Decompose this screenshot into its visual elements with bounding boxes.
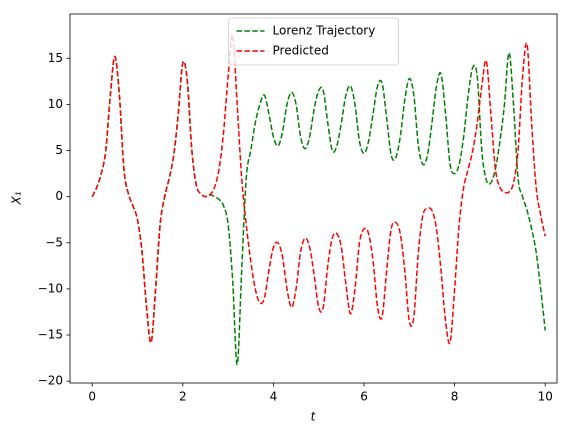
y-tick-label: 5 [55,143,63,157]
line [91,51,546,366]
legend-frame [228,17,399,66]
x-tick-label: 10 [538,390,553,404]
legend-label: Lorenz Trajectory [273,24,376,38]
x-tick-label: 0 [88,390,96,404]
y-axis-label: X₁ [10,191,24,205]
y-tick-label: 0 [55,189,63,203]
axes-frame [69,13,558,384]
y-tick-label: −15 [38,328,63,342]
x-tick-label: 8 [451,390,459,404]
x-tick-label: 2 [179,390,187,404]
y-tick-label: −20 [38,374,63,388]
x-axis-label: t [311,410,317,424]
y-tick-label: −10 [38,281,63,295]
y-tick-label: 10 [48,97,63,111]
y-tick-label: 15 [48,51,63,65]
y-tick-label: −5 [45,235,63,249]
legend-label: Predicted [273,44,329,58]
x-tick-label: 6 [360,390,368,404]
x-tick-label: 4 [270,390,278,404]
